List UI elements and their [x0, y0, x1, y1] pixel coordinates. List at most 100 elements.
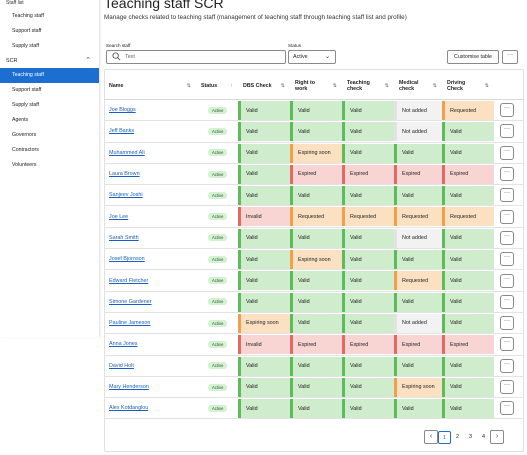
sidebar-item-scr-teaching-staff[interactable]: Teaching staff — [0, 68, 99, 83]
row-more-button[interactable]: ··· — [500, 167, 514, 182]
staff-name-link[interactable]: Josef Bjornson — [109, 256, 145, 263]
sort-icon[interactable]: ⇅ — [332, 83, 337, 89]
status-badge: Active — [208, 298, 228, 306]
status-cell: Active — [196, 228, 238, 248]
staff-name-link[interactable]: Joe Bloggs — [109, 107, 136, 114]
staff-name-link[interactable]: Mary Henderson — [109, 384, 149, 390]
row-more-button[interactable]: ··· — [500, 337, 514, 352]
sidebar-item-teaching-staff[interactable]: Teaching staff — [12, 13, 44, 19]
check-cell-drv: Valid — [442, 356, 494, 376]
staff-name-link[interactable]: Muhammed Ali — [109, 149, 145, 156]
search-input[interactable]: Text — [106, 50, 286, 64]
check-cell-dbs: Valid — [238, 186, 290, 206]
sidebar-section-staff-list[interactable]: Staff list ⌃ — [0, 0, 99, 9]
name-cell: Joe Lee — [104, 206, 196, 226]
table-row: Joe Bloggs Active Valid Valid Valid Not added… — [104, 100, 524, 122]
staff-name-link[interactable]: Jeff Banks — [109, 128, 135, 135]
staff-name-link[interactable]: Alex Kotdanglou — [109, 405, 149, 412]
staff-name-link[interactable]: Sarah Smith — [109, 234, 139, 241]
row-more-button[interactable]: ··· — [500, 145, 514, 160]
check-cell-med: Requested — [394, 207, 442, 227]
check-cell-drv: Expired — [442, 164, 494, 184]
sidebar-item-scr-agents[interactable]: Agents — [12, 117, 29, 123]
check-cell-med: Not added — [394, 122, 442, 142]
sidebar-item-scr-supply-staff[interactable]: Supply staff — [12, 102, 40, 108]
staff-name-link[interactable]: Pauline Jameson — [109, 320, 151, 327]
actions-cell: ··· — [494, 398, 520, 418]
row-more-button[interactable]: ··· — [500, 252, 514, 267]
staff-name-link[interactable]: Edward Fletcher — [109, 277, 149, 284]
check-cell-drv: Valid — [442, 228, 494, 248]
sidebar-item-scr-governors[interactable]: Governors — [12, 132, 37, 138]
page-3-button[interactable]: 3 — [469, 433, 472, 440]
column-header-status[interactable]: Status ↑ — [201, 83, 234, 89]
check-cell-dbs: Expiring soon — [238, 313, 290, 333]
row-more-button[interactable]: ··· — [500, 209, 514, 224]
prev-page-button[interactable]: ‹ — [424, 430, 438, 444]
check-cell-rtw: Valid — [290, 313, 342, 333]
column-header-driving[interactable]: Driving Check ⇅ — [447, 80, 489, 92]
actions-cell: ··· — [494, 313, 520, 333]
status-cell: Active — [196, 100, 238, 120]
page-4-button[interactable]: 4 — [482, 433, 485, 440]
status-cell: Active — [196, 313, 238, 333]
row-more-button[interactable]: ··· — [500, 401, 514, 416]
status-badge: Active — [208, 234, 228, 242]
staff-name-link[interactable]: Laura Brown — [109, 171, 140, 178]
customise-table-button[interactable]: Customise table — [447, 50, 499, 64]
chevron-up-icon[interactable]: ⌃ — [85, 57, 91, 64]
status-badge: Active — [208, 319, 228, 327]
sidebar-item-scr-volunteers[interactable]: Volunteers — [12, 162, 37, 168]
table-row: Mary Henderson Active Valid Valid Valid Expir… — [104, 377, 524, 399]
page-2-button[interactable]: 2 — [456, 433, 459, 440]
row-more-button[interactable]: ··· — [500, 294, 514, 309]
sort-ascending-icon[interactable]: ↑ — [230, 83, 234, 89]
sort-icon[interactable]: ⇅ — [186, 83, 191, 89]
sidebar-item-scr-support-staff[interactable]: Support staff — [12, 87, 42, 93]
check-cell-teach: Valid — [342, 377, 394, 397]
staff-name-link[interactable]: Anna Jones — [109, 341, 138, 348]
sidebar-section-scr[interactable]: SCR ⌃ — [0, 54, 99, 68]
staff-name-link[interactable]: Joe Lee — [109, 213, 129, 220]
status-select[interactable]: Active ⌄ — [288, 50, 336, 64]
status-badge: Active — [208, 191, 228, 199]
status-cell: Active — [196, 292, 238, 312]
staff-name-link[interactable]: David Holt — [109, 362, 134, 369]
status-cell: Active — [196, 270, 238, 290]
column-header-name[interactable]: Name ⇅ — [109, 83, 191, 89]
staff-name-link[interactable]: Sanjeev Joshi — [109, 192, 143, 199]
search-label: Search staff — [106, 43, 131, 48]
sort-icon[interactable]: ⇅ — [484, 83, 489, 89]
check-cell-rtw: Requested — [290, 207, 342, 227]
row-more-button[interactable]: ··· — [500, 188, 514, 203]
chevron-up-icon[interactable]: ⌃ — [85, 0, 91, 5]
row-more-button[interactable]: ··· — [500, 273, 514, 288]
row-more-button[interactable]: ··· — [500, 103, 514, 118]
check-cell-drv: Valid — [442, 122, 494, 142]
page-1-button[interactable]: 1 — [438, 430, 451, 444]
column-header-dbs[interactable]: DBS Check ⇅ — [243, 83, 285, 89]
table-row: Josef Bjornson Active Valid Expiring soon Va… — [104, 249, 524, 271]
status-badge: Active — [208, 255, 228, 263]
sort-icon[interactable]: ⇅ — [432, 83, 437, 89]
sidebar-item-scr-contractors[interactable]: Contractors — [12, 147, 39, 153]
row-more-button[interactable]: ··· — [500, 358, 514, 373]
sort-icon[interactable]: ⇅ — [280, 83, 285, 89]
more-options-button[interactable]: ··· — [502, 50, 518, 64]
column-header-teaching[interactable]: Teaching check ⇅ — [347, 80, 389, 92]
status-badge: Active — [208, 277, 228, 285]
row-more-button[interactable]: ··· — [500, 380, 514, 394]
staff-name-link[interactable]: Simone Gardener — [109, 298, 152, 305]
column-header-rtw[interactable]: Right to work ⇅ — [295, 80, 337, 92]
status-cell: Active — [196, 377, 238, 397]
row-more-button[interactable]: ··· — [500, 124, 514, 139]
next-page-button[interactable]: › — [490, 430, 504, 444]
sidebar-item-support-staff[interactable]: Support staff — [12, 28, 42, 34]
sort-icon[interactable]: ⇅ — [384, 83, 389, 89]
row-more-button[interactable]: ··· — [500, 316, 514, 331]
sidebar-item-supply-staff[interactable]: Supply staff — [12, 43, 40, 49]
check-cell-drv: Requested — [442, 101, 494, 120]
column-header-medical[interactable]: Medical check ⇅ — [399, 80, 437, 92]
actions-cell: ··· — [494, 377, 520, 397]
row-more-button[interactable]: ··· — [500, 230, 514, 245]
